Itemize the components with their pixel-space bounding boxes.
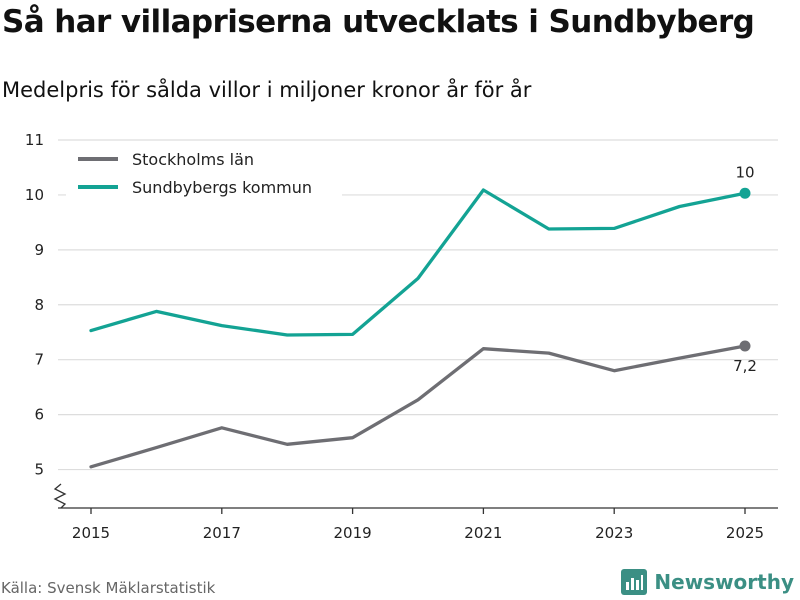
x-tick-label: 2023 (595, 524, 633, 542)
chart-subtitle: Medelpris för sålda villor i miljoner kr… (2, 78, 532, 102)
x-tick-label: 2015 (72, 524, 110, 542)
x-tick-label: 2019 (334, 524, 372, 542)
x-tick-label: 2025 (726, 524, 764, 542)
y-tick-label: 8 (34, 296, 44, 314)
legend-background (66, 146, 342, 204)
end-value-label: 10 (735, 163, 754, 181)
legend: Stockholms län Sundbybergs kommun (66, 146, 342, 204)
y-tick-label: 10 (25, 186, 44, 204)
end-marker (739, 187, 751, 199)
legend-label: Sundbybergs kommun (132, 178, 312, 197)
chart-title: Så har villapriserna utvecklats i Sundby… (2, 4, 755, 40)
end-marker (739, 340, 751, 352)
y-tick-label: 11 (25, 131, 44, 149)
y-tick-label: 6 (34, 406, 44, 424)
series-line-stockholm (89, 344, 747, 469)
end-markers: 7,2 10 (733, 163, 757, 375)
y-tick-label: 7 (34, 351, 44, 369)
series-line-sundbyberg (89, 188, 747, 337)
y-tick-label: 9 (34, 241, 44, 259)
axis-break-icon (53, 483, 67, 509)
series-lines (89, 188, 747, 469)
brand-name: Newsworthy (654, 570, 794, 594)
legend-label: Stockholms län (132, 150, 254, 169)
bar-chart-icon (621, 569, 648, 595)
x-tick-label: 2017 (203, 524, 241, 542)
x-tick-label: 2021 (464, 524, 502, 542)
source-note: Källa: Svensk Mäklarstatistik (1, 579, 216, 597)
end-value-label: 7,2 (733, 357, 757, 375)
y-tick-label: 5 (34, 461, 44, 479)
newsworthy-logo: Newsworthy (621, 569, 794, 595)
x-axis: 2015 2017 2019 2021 2023 2025 (53, 483, 778, 542)
y-axis-ticks: 5 6 7 8 9 10 11 (25, 131, 44, 479)
